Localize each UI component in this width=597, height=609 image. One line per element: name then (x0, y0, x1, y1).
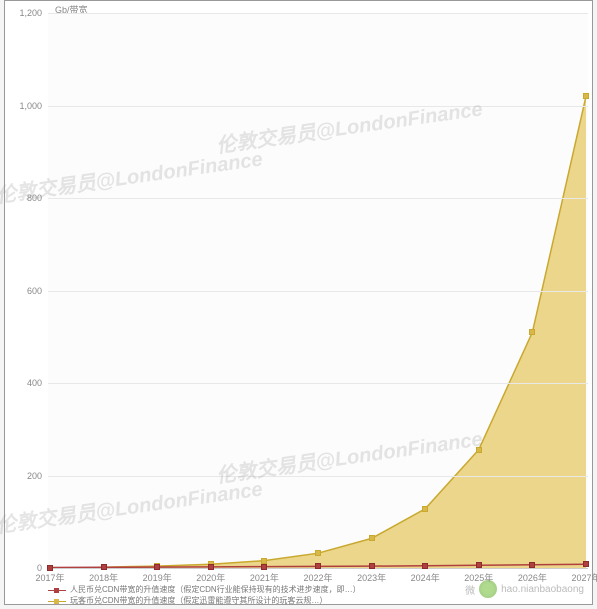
marker-yellow (422, 506, 428, 512)
marker-red (208, 564, 214, 570)
source-text: hao.nianbaobaong (501, 584, 584, 595)
gridline (48, 13, 588, 14)
marker-yellow (529, 329, 535, 335)
x-tick-label: 2019年 (143, 571, 172, 584)
y-tick-label: 400 (27, 378, 42, 388)
area-fill-yellow (104, 96, 586, 568)
y-tick-label: 1,200 (19, 8, 42, 18)
x-tick-label: 2021年 (250, 571, 279, 584)
gridline (48, 106, 588, 107)
marker-yellow (315, 550, 321, 556)
legend-swatch-yellow (48, 598, 66, 605)
x-tick-label: 2017年 (35, 571, 64, 584)
x-tick-label: 2027年 (571, 571, 597, 584)
marker-red (476, 562, 482, 568)
marker-yellow (583, 93, 589, 99)
y-tick-label: 800 (27, 193, 42, 203)
y-tick-label: 600 (27, 286, 42, 296)
marker-red (583, 561, 589, 567)
chart-frame: Gb/带宽 人民币兑CDN带宽的升值速度（假定CDN行业能保持现有的技术进步速度… (4, 0, 593, 605)
marker-red (101, 564, 107, 570)
legend-item-red: 人民币兑CDN带宽的升值速度（假定CDN行业能保持现有的技术进步速度，即…） (48, 585, 361, 595)
gridline (48, 291, 588, 292)
plot-area (48, 13, 588, 568)
marker-red (369, 563, 375, 569)
gridline (48, 383, 588, 384)
x-tick-label: 2024年 (411, 571, 440, 584)
marker-yellow (369, 535, 375, 541)
line-yellow (104, 96, 586, 567)
x-tick-label: 2020年 (196, 571, 225, 584)
y-tick-label: 1,000 (19, 101, 42, 111)
marker-yellow (476, 447, 482, 453)
legend-label-red: 人民币兑CDN带宽的升值速度（假定CDN行业能保持现有的技术进步速度，即…） (70, 585, 361, 595)
marker-red (422, 563, 428, 569)
legend-item-yellow: 玩客币兑CDN带宽的升值速度（假定迅雷能遵守其所设计的玩客云规…） (48, 596, 361, 606)
legend-swatch-red (48, 587, 66, 594)
marker-red (261, 564, 267, 570)
legend: 人民币兑CDN带宽的升值速度（假定CDN行业能保持现有的技术进步速度，即…） 玩… (48, 585, 361, 607)
x-tick-label: 2025年 (464, 571, 493, 584)
marker-red (47, 565, 53, 571)
x-tick-label: 2026年 (518, 571, 547, 584)
x-tick-label: 2023年 (357, 571, 386, 584)
x-tick-label: 2022年 (303, 571, 332, 584)
marker-red (529, 562, 535, 568)
gridline (48, 198, 588, 199)
x-tick-label: 2018年 (89, 571, 118, 584)
legend-label-yellow: 玩客币兑CDN带宽的升值速度（假定迅雷能遵守其所设计的玩客云规…） (70, 596, 327, 606)
gridline (48, 476, 588, 477)
marker-red (315, 563, 321, 569)
y-tick-label: 200 (27, 471, 42, 481)
marker-red (154, 564, 160, 570)
